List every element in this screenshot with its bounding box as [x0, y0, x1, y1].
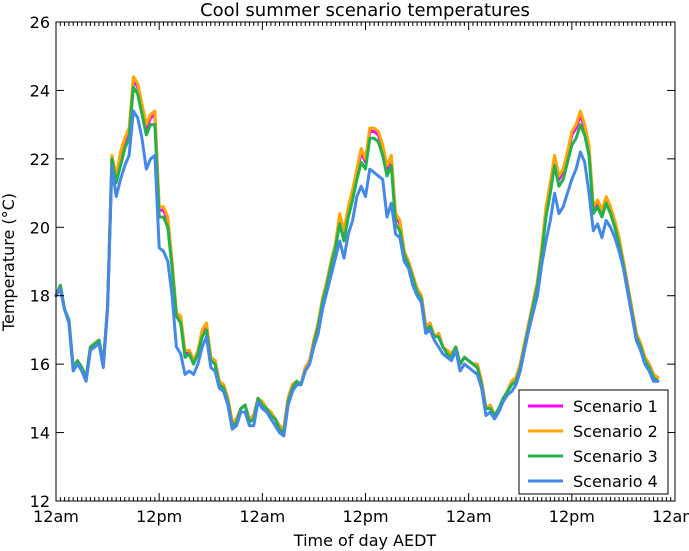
legend-label-4: Scenario 4 — [573, 472, 658, 491]
x-tick-label: 12am — [239, 507, 285, 526]
chart-title: Cool summer scenario temperatures — [200, 0, 530, 21]
x-axis-label: Time of day AEDT — [293, 531, 437, 550]
axis-ticks: 12 14 16 18 20 22 24 26 12am 12pm 12am 12pm 12am 12pm… — [30, 13, 689, 526]
x-tick-label: 12am — [446, 507, 492, 526]
legend-label-1: Scenario 1 — [573, 397, 658, 416]
x-tick-label: 12pm — [549, 507, 595, 526]
x-tick-label: 12am — [652, 507, 689, 526]
x-tick-label: 12pm — [342, 507, 388, 526]
y-tick-label: 12 — [30, 492, 50, 511]
y-tick-label: 14 — [30, 424, 50, 443]
y-tick-label: 26 — [30, 13, 50, 32]
legend-label-2: Scenario 2 — [573, 422, 658, 441]
legend: Scenario 1 Scenario 2 Scenario 3 Scenario 4 — [518, 389, 669, 495]
series-line-3 — [54, 85, 660, 435]
y-tick-label: 20 — [30, 218, 50, 237]
y-tick-label: 16 — [30, 355, 50, 374]
x-tick-label: 12am — [33, 507, 79, 526]
series-line-4 — [54, 109, 660, 438]
series-lines — [54, 75, 660, 438]
y-axis-label: Temperature (°C) — [0, 193, 18, 332]
x-tick-label: 12pm — [136, 507, 182, 526]
y-tick-label: 22 — [30, 150, 50, 169]
legend-label-3: Scenario 3 — [573, 447, 658, 466]
y-tick-label: 18 — [30, 287, 50, 306]
y-tick-label: 24 — [30, 81, 50, 100]
